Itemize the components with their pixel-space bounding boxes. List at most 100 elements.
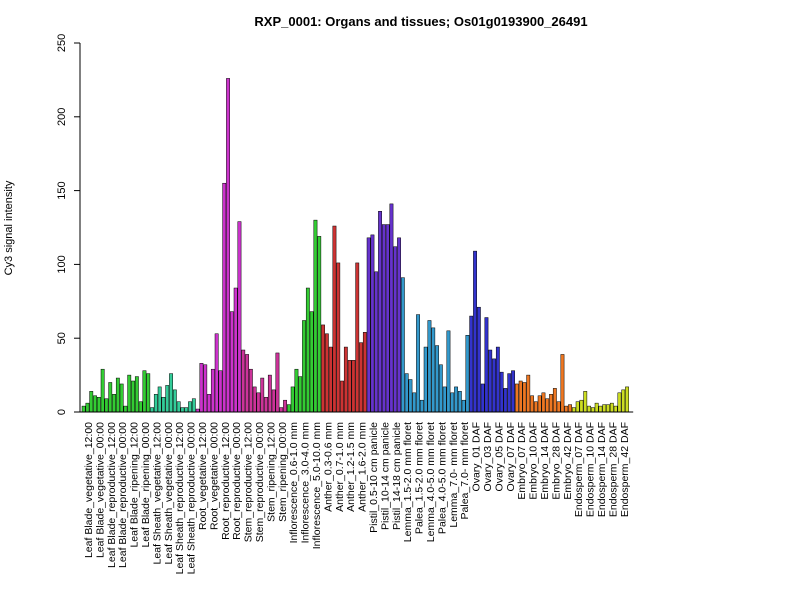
bar — [115, 377, 120, 413]
bar — [359, 342, 363, 413]
bar — [96, 396, 101, 413]
bar — [191, 398, 196, 413]
x-tick-label: Leaf Blade_ripening_12:00 — [129, 422, 141, 548]
bars — [81, 78, 629, 413]
bar — [153, 394, 158, 413]
bar — [283, 399, 287, 413]
bar — [606, 404, 610, 413]
bar — [427, 320, 432, 413]
x-tick-label: Lemma_7.0- mm floret — [448, 422, 460, 528]
y-axis: 0 50 100 150 200 250 — [56, 34, 81, 415]
bar — [131, 380, 135, 413]
x-tick-label: Inflorescence_0.6-1.0 mm — [288, 422, 300, 544]
y-tick-label: 200 — [56, 108, 68, 126]
bar — [123, 405, 128, 413]
x-tick-label: Embryo_10 DAF — [528, 422, 540, 500]
x-tick-label: Root_reproductive_12:00 — [220, 422, 232, 540]
bar — [533, 401, 538, 413]
bar — [229, 311, 234, 413]
bar — [241, 349, 246, 413]
x-tick-label: Lemma_1.5-2.0 mm floret — [402, 422, 414, 542]
bar — [298, 376, 303, 413]
bar — [347, 360, 352, 413]
bar — [324, 333, 329, 413]
bar — [385, 224, 390, 413]
bar — [252, 386, 257, 413]
bar — [617, 392, 622, 413]
bar — [290, 386, 295, 413]
bar — [625, 386, 629, 413]
bar — [172, 389, 177, 413]
y-tick-label: 150 — [56, 181, 68, 199]
bar — [469, 315, 474, 413]
bar — [112, 394, 116, 413]
bar — [602, 404, 607, 413]
bar — [583, 391, 588, 413]
bar — [248, 368, 253, 413]
bar — [564, 405, 569, 413]
x-tick-label: Stem_reproductive_00:00 — [254, 422, 266, 542]
bar — [416, 314, 420, 413]
bar — [355, 262, 360, 413]
bar — [552, 388, 557, 413]
bar — [157, 386, 162, 413]
x-tick-label: Root_reproductive_00:00 — [231, 422, 243, 540]
bar — [442, 386, 447, 413]
bar — [492, 358, 496, 413]
bar — [568, 404, 572, 413]
bar — [161, 396, 166, 413]
x-tick-label: Embryo_42 DAF — [562, 422, 574, 500]
bar — [397, 237, 401, 413]
x-tick-label: Ovary_07 DAF — [505, 422, 517, 491]
x-tick-label: Leaf Sheath_reproductive_12:00 — [174, 422, 186, 575]
bar — [108, 382, 113, 413]
bar — [184, 407, 189, 413]
bar — [431, 327, 436, 413]
bar — [267, 374, 272, 413]
bar — [408, 379, 413, 413]
x-axis-labels: Leaf Blade_vegetative_12:00 Leaf Blade_ve… — [83, 422, 631, 575]
bar — [609, 402, 614, 413]
bar — [93, 395, 97, 413]
x-tick-label: Palea_7.0- mm floret — [459, 422, 471, 520]
bar — [210, 368, 215, 413]
bar — [362, 332, 367, 413]
bar — [146, 373, 151, 413]
bar — [176, 401, 181, 413]
bar — [450, 392, 455, 413]
bar — [237, 221, 242, 413]
bar — [104, 398, 109, 413]
x-tick-label: Embryo_14 DAF — [539, 422, 551, 500]
bar — [275, 352, 280, 413]
bar — [214, 333, 219, 413]
bar — [317, 236, 322, 413]
x-tick-label: Stem_ripening_12:00 — [265, 422, 277, 522]
x-tick-label: Inflorescence_5.0-10.0 mm — [311, 422, 323, 549]
bar — [207, 394, 211, 413]
x-tick-label: Ovary_03 DAF — [482, 422, 494, 491]
bar — [305, 287, 310, 413]
bar — [381, 224, 386, 413]
x-tick-label: Inflorescence_3.0-4.0 mm — [300, 422, 312, 544]
bar — [370, 234, 375, 413]
bar — [271, 389, 276, 413]
bar — [454, 386, 458, 413]
bar — [613, 405, 618, 413]
x-tick-label: Anther_0.3-0.6 mm — [322, 422, 334, 512]
bar — [435, 345, 439, 413]
x-tick-label: Pistil_0.5-10 cm panicle — [368, 422, 380, 533]
x-tick-label: Leaf Blade_reproductive_00:00 — [117, 422, 129, 568]
bar — [518, 380, 523, 413]
bar — [621, 389, 626, 413]
x-tick-label: Leaf Sheath_vegetative_00:00 — [163, 422, 175, 565]
x-tick-label: Stem_ripening_00:00 — [277, 422, 289, 522]
bar — [575, 401, 580, 413]
bar — [484, 317, 489, 413]
x-tick-label: Leaf Blade_vegetative_12:00 — [83, 422, 95, 558]
bar — [423, 346, 428, 413]
bar — [476, 306, 481, 413]
bar — [446, 330, 451, 413]
x-tick-label: Embryo_07 DAF — [516, 422, 528, 500]
bar — [340, 380, 344, 413]
bar — [134, 376, 139, 413]
